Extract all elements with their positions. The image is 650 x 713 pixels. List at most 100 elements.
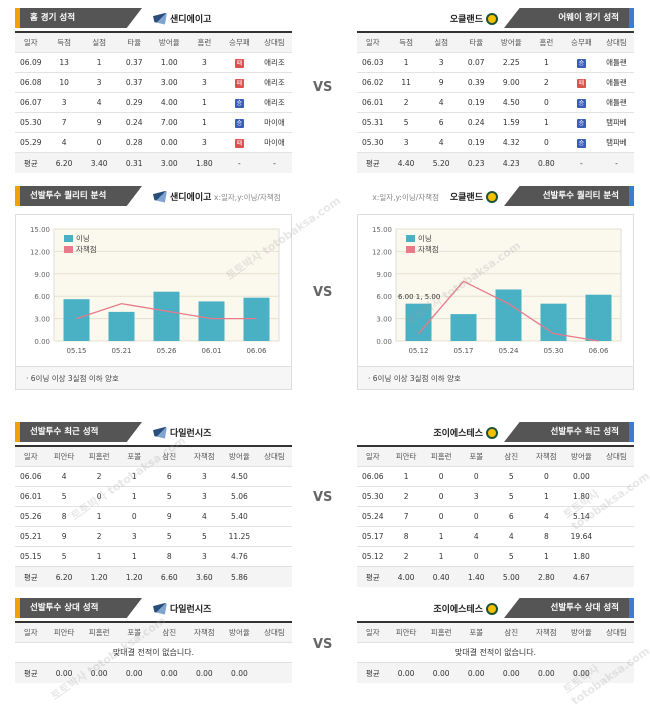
legend-swatch — [406, 235, 415, 242]
team-name: 오클랜드 — [450, 12, 498, 25]
table-cell: 포볼 — [469, 628, 484, 637]
table-cell: 득점 — [399, 38, 413, 47]
table-cell: 7 — [61, 118, 67, 127]
table-cell: 상대팀 — [264, 38, 285, 47]
table-row: 05.17 8 1 4 4 8 19.64 — [357, 527, 634, 547]
pitcher-vs-panel-left: 선발투수 상대 성적 다일런시즈 일자 피안타 피홈런 포볼 삼진 자책점 방어율 상대팀 맞대… — [15, 598, 292, 683]
table-cell: 4 — [96, 98, 102, 107]
bar — [108, 311, 135, 341]
line-series — [76, 302, 257, 320]
table-cell: 3 — [61, 98, 67, 107]
table-cell: 상대팀 — [606, 38, 627, 47]
table-cell: 5 — [508, 552, 514, 561]
table-cell: 평균 — [23, 572, 38, 582]
table-row: 05.31 5 6 0.24 1.59 1 승 탬파베 — [357, 113, 634, 133]
table-cell: - — [580, 158, 583, 168]
table-header-row: 일자 피안타 피홈런 포볼 삼진 자책점 방어율 상대팀 — [357, 447, 634, 467]
table-cell: 애틀랜 — [606, 98, 627, 107]
table-cell: 0.07 — [467, 58, 485, 67]
table-cell: 0.00 — [397, 668, 415, 678]
team-name: 샌디에이고 — [153, 12, 211, 25]
record-table: 일자 득점 실점 타율 방어율 홈런 승무패 상대팀 06.09 13 1 0.37 1.00 3 패 애리조… — [15, 31, 292, 173]
x-tick-label: 05.30 — [543, 347, 563, 355]
section-tag: 선발투수 상대 성적 — [15, 598, 142, 618]
table-cell: 3 — [201, 138, 207, 147]
table-cell: 4 — [201, 512, 207, 521]
table-cell: 8 — [61, 512, 67, 521]
empty-message: 맞대결 전적이 없습니다. — [357, 643, 634, 663]
table-cell: 3.00 — [160, 158, 178, 168]
table-cell: 방어율 — [229, 628, 250, 637]
table-cell: 평균 — [23, 668, 38, 678]
table-cell: 1.80 — [573, 552, 590, 561]
table-cell: 4.50 — [231, 472, 248, 481]
x-tick-label: 06.06 — [588, 347, 609, 355]
table-cell: 방어율 — [571, 628, 592, 637]
table-cell: 2.25 — [502, 58, 520, 67]
table-cell: 5 — [166, 492, 172, 501]
table-cell: 4.32 — [502, 138, 520, 147]
quality-chart-svg: 0.00 3.00 6.00 9.00 12.00 15.00 05.12 05.17 05.2… — [372, 226, 622, 355]
table-cell: 4 — [438, 138, 444, 147]
table-cell: 1 — [543, 492, 549, 501]
y-tick-label: 15.00 — [30, 226, 50, 234]
y-tick-label: 3.00 — [376, 316, 392, 324]
table-cell: 05.26 — [20, 512, 42, 521]
x-tick-label: 06.01 — [201, 347, 221, 355]
athletics-logo-icon — [486, 426, 498, 439]
point-label: 6.00 1, 5.00 — [398, 293, 440, 301]
table-cell: 승 — [222, 118, 257, 128]
pitcher-table: 일자 피안타 피홈런 포볼 삼진 자책점 방어율 상대팀 06.06 1 0 0 5 0 0.00 05.30… — [357, 445, 634, 587]
table-cell: 5 — [201, 532, 207, 541]
pitcher-vs-table: 일자 피안타 피홈런 포볼 삼진 자책점 방어율 상대팀 맞대결 전적이 없습니다. 평균 0.00… — [357, 621, 634, 683]
win-badge: 승 — [234, 118, 244, 128]
table-row: 05.26 8 1 0 9 4 5.40 — [15, 507, 292, 527]
vs-label: VS — [313, 637, 333, 652]
table-cell: 5 — [61, 552, 67, 561]
table-cell: 19.64 — [570, 532, 593, 541]
table-cell: 일자 — [23, 628, 38, 637]
legend-label: 이닝 — [76, 233, 90, 243]
padres-logo-icon — [153, 426, 167, 439]
quality-chart-svg: 0.00 3.00 6.00 9.00 12.00 15.00 05.15 05.21 05.2… — [30, 226, 280, 355]
table-cell: 승무패 — [571, 38, 592, 47]
table-header-row: 일자 피안타 피홈런 포볼 삼진 자책점 방어율 상대팀 — [357, 623, 634, 643]
axes-note: x:일자,y:이닝/자책점 — [214, 193, 281, 202]
table-cell: 1 — [131, 552, 137, 561]
table-cell: 05.30 — [20, 118, 42, 127]
table-row: 05.30 3 4 0.19 4.32 0 승 탬파베 — [357, 133, 634, 153]
table-cell: 10 — [59, 78, 69, 87]
table-cell: 포볼 — [469, 452, 484, 461]
table-cell: 피홈런 — [430, 628, 452, 637]
table-header-row: 일자 피안타 피홈런 포볼 삼진 자책점 방어율 상대팀 — [15, 623, 292, 643]
table-cell: 05.29 — [20, 138, 42, 147]
table-cell: 포볼 — [127, 452, 142, 461]
legend-swatch — [64, 246, 73, 253]
table-row: 06.02 11 9 0.39 9.00 2 패 애틀랜 — [357, 73, 634, 93]
table-cell: 애틀랜 — [606, 58, 627, 67]
table-cell: 1 — [131, 492, 137, 501]
table-cell: 피안타 — [395, 628, 417, 637]
table-cell: 포볼 — [127, 628, 142, 637]
x-tick-label: 05.21 — [111, 347, 131, 355]
table-cell: 6.20 — [55, 158, 73, 168]
table-cell: - — [615, 158, 618, 168]
table-row: 05.29 4 0 0.28 0.00 3 패 마이애 — [15, 133, 292, 153]
table-cell: 탬파베 — [606, 138, 627, 147]
table-cell: 0 — [96, 138, 102, 147]
table-cell: 6 — [438, 118, 444, 127]
win-badge: 승 — [234, 98, 244, 108]
table-cell: 일자 — [365, 38, 380, 47]
y-tick-label: 0.00 — [376, 338, 392, 346]
table-cell: 0 — [543, 138, 549, 147]
table-cell: 5.20 — [432, 158, 450, 168]
table-cell: 4.23 — [502, 158, 520, 168]
table-cell: 4 — [473, 532, 479, 541]
table-cell: 1.40 — [467, 572, 485, 582]
table-row: 06.06 4 2 1 6 3 4.50 — [15, 467, 292, 487]
table-cell: 3 — [201, 492, 207, 501]
quality-panel-left: 선발투수 퀄리티 분석 샌디에이고 x:일자,y:이닝/자책점 0.00 3.00… — [15, 186, 292, 390]
table-cell: 0 — [543, 472, 549, 481]
table-cell: 0 — [473, 472, 479, 481]
record-table: 일자 득점 실점 타율 방어율 홈런 승무패 상대팀 06.03 1 3 0.07 2.25 1 승 애틀랜 0… — [357, 31, 634, 173]
